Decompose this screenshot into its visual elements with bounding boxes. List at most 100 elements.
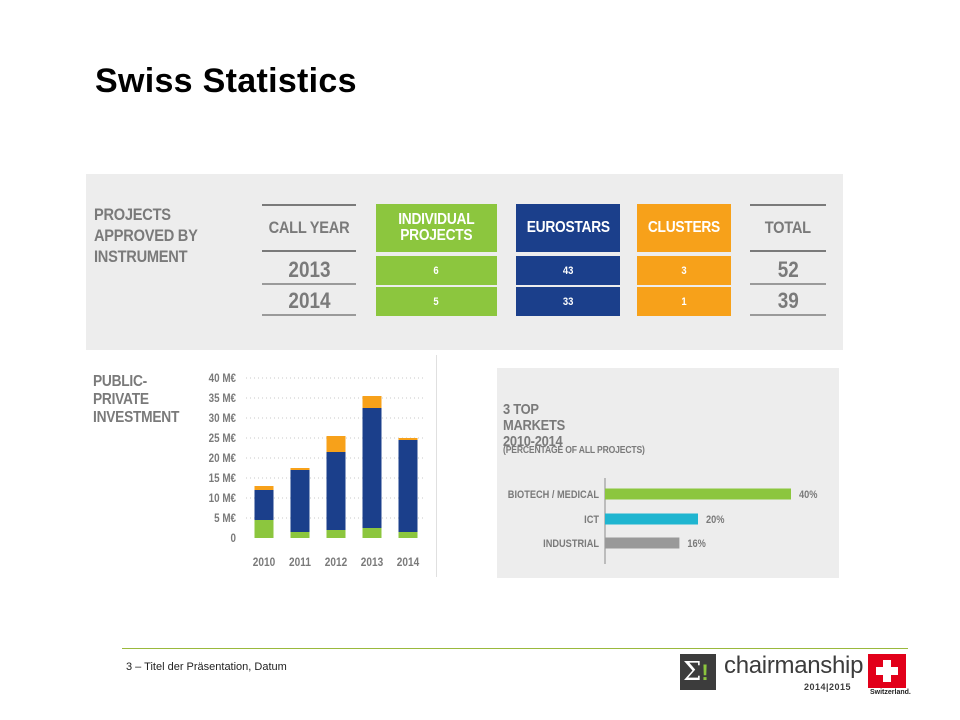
projects-table-title-line: INSTRUMENT [94,247,188,266]
markets-chart-subtitle: (PERCENTAGE OF ALL PROJECTS) [503,445,645,456]
markets-chart-title-line: 3 TOP [503,401,539,418]
table-cell: 39 [750,287,826,316]
bar [605,488,791,500]
table-column-header-line: PROJECTS [400,227,473,244]
table-column-header-line: TOTAL [764,218,812,237]
table-column-header-line: CLUSTERS [647,219,721,236]
table-cell-value: 2014 [287,287,331,313]
table-column-header-line: EUROSTARS [526,219,610,236]
table-cell: 3 [637,256,731,285]
bar-segment [362,408,382,528]
y-tick-label: 35 M€ [209,392,236,405]
data-label: 16% [687,538,705,550]
sigma-logo-icon: Σ! [680,654,716,690]
investment-chart-title-line: INVESTMENT [93,409,180,426]
bar-segment [290,470,310,532]
x-tick-label: 2011 [289,556,311,569]
table-cell-value: 2013 [287,256,331,282]
chairmanship-logo: Σ! chairmanship 2014|2015 Switzerland. [680,652,911,700]
category-label: INDUSTRIAL [543,538,599,550]
table-column: EUROSTARS 43 33 [516,204,620,318]
table-cell-value: 33 [562,295,574,308]
projects-table-title-line: PROJECTS [94,205,171,224]
table-cell-value: 52 [777,256,799,282]
page-title: Swiss Statistics [95,62,357,100]
category-label: BIOTECH / MEDICAL [508,489,599,501]
table-cell-value: 39 [777,287,799,313]
table-column-header-line: INDIVIDUAL [398,211,475,228]
x-tick-label: 2012 [325,556,347,569]
table-cell-value: 5 [433,295,440,308]
investment-chart-title-line: PRIVATE [93,391,149,408]
footer-divider [122,648,908,649]
bar-segment [290,468,310,470]
bar-segment [254,486,274,490]
table-column-header: CALL YEAR [262,204,356,252]
bar [605,537,680,549]
y-tick-label: 25 M€ [209,432,236,445]
data-label: 20% [706,514,724,526]
investment-chart-panel: PUBLIC- PRIVATE INVESTMENT 0 5 M€ 10 M€ 15 … [86,355,437,577]
table-column-header-line: CALL YEAR [268,218,350,237]
projects-table-panel: PROJECTS APPROVED BY INSTRUMENT CALL YEA… [86,174,843,350]
bar-segment [362,396,382,408]
y-tick-label: 30 M€ [209,412,236,425]
bar-segment [326,436,346,452]
logo-country: Switzerland. [870,689,911,696]
investment-chart: 0 5 M€ 10 M€ 15 M€ 20 M€ 25 M€ 30 M€ 35 M€ 40 M€… [209,372,426,569]
table-column-header: TOTAL [750,204,826,252]
investment-chart-title: PUBLIC- PRIVATE INVESTMENT [93,373,179,427]
logo-wordmark: chairmanship [724,652,864,679]
logo-years: 2014|2015 [804,682,852,692]
table-cell: 2013 [262,256,356,285]
category-label: ICT [584,514,600,526]
bar-segment [254,520,274,538]
y-tick-label: 10 M€ [209,492,236,505]
bar-segment [254,490,274,520]
table-cell-value: 3 [681,264,687,277]
y-tick-label: 20 M€ [209,452,236,465]
x-tick-label: 2013 [361,556,383,569]
table-cell-value: 43 [562,264,574,277]
table-column-header: CLUSTERS [637,204,731,252]
bar-segment [326,530,346,538]
markets-chart-title-line: MARKETS [503,417,565,434]
bar-segment [398,440,418,532]
table-column: CALL YEAR 2013 2014 [262,204,356,318]
table-column: TOTAL 52 39 [750,204,826,318]
bar-segment [398,532,418,538]
swiss-flag-icon [868,654,906,688]
table-cell: 5 [376,287,497,316]
table-cell: 6 [376,256,497,285]
table-cell: 33 [516,287,620,316]
table-cell-value: 1 [681,295,687,308]
markets-chart-title-line: 2010-2014 [503,433,563,450]
bar [605,513,698,525]
bar-segment [326,452,346,530]
investment-chart-title-line: PUBLIC- [93,373,148,390]
table-cell: 1 [637,287,731,316]
projects-table-title-line: APPROVED BY [94,226,198,245]
table-column-header: EUROSTARS [516,204,620,252]
table-cell: 52 [750,256,826,285]
y-tick-label: 15 M€ [209,472,236,485]
x-tick-label: 2010 [253,556,275,569]
table-column-header: INDIVIDUAL PROJECTS [376,204,497,252]
x-tick-label: 2014 [397,556,420,569]
projects-table-title: PROJECTS APPROVED BY INSTRUMENT [94,204,198,267]
markets-chart: BIOTECH / MEDICAL 40% ICT 20% INDUSTRIAL 16% [508,478,817,564]
y-tick-label: 0 [231,532,236,545]
bar-segment [398,438,418,440]
markets-chart-panel: 3 TOP MARKETS 2010-2014 (PERCENTAGE OF A… [497,368,839,578]
y-tick-label: 5 M€ [214,512,236,525]
table-cell-value: 6 [433,264,440,277]
table-column: CLUSTERS 3 1 [637,204,731,318]
footer-text: 3 – Titel der Präsentation, Datum [126,661,287,673]
table-column: INDIVIDUAL PROJECTS 6 5 [376,204,497,318]
table-cell: 2014 [262,287,356,316]
table-cell: 43 [516,256,620,285]
markets-chart-title: 3 TOP MARKETS 2010-2014 [503,402,565,450]
data-label: 40% [799,489,817,501]
y-tick-label: 40 M€ [209,372,236,385]
bar-segment [290,532,310,538]
